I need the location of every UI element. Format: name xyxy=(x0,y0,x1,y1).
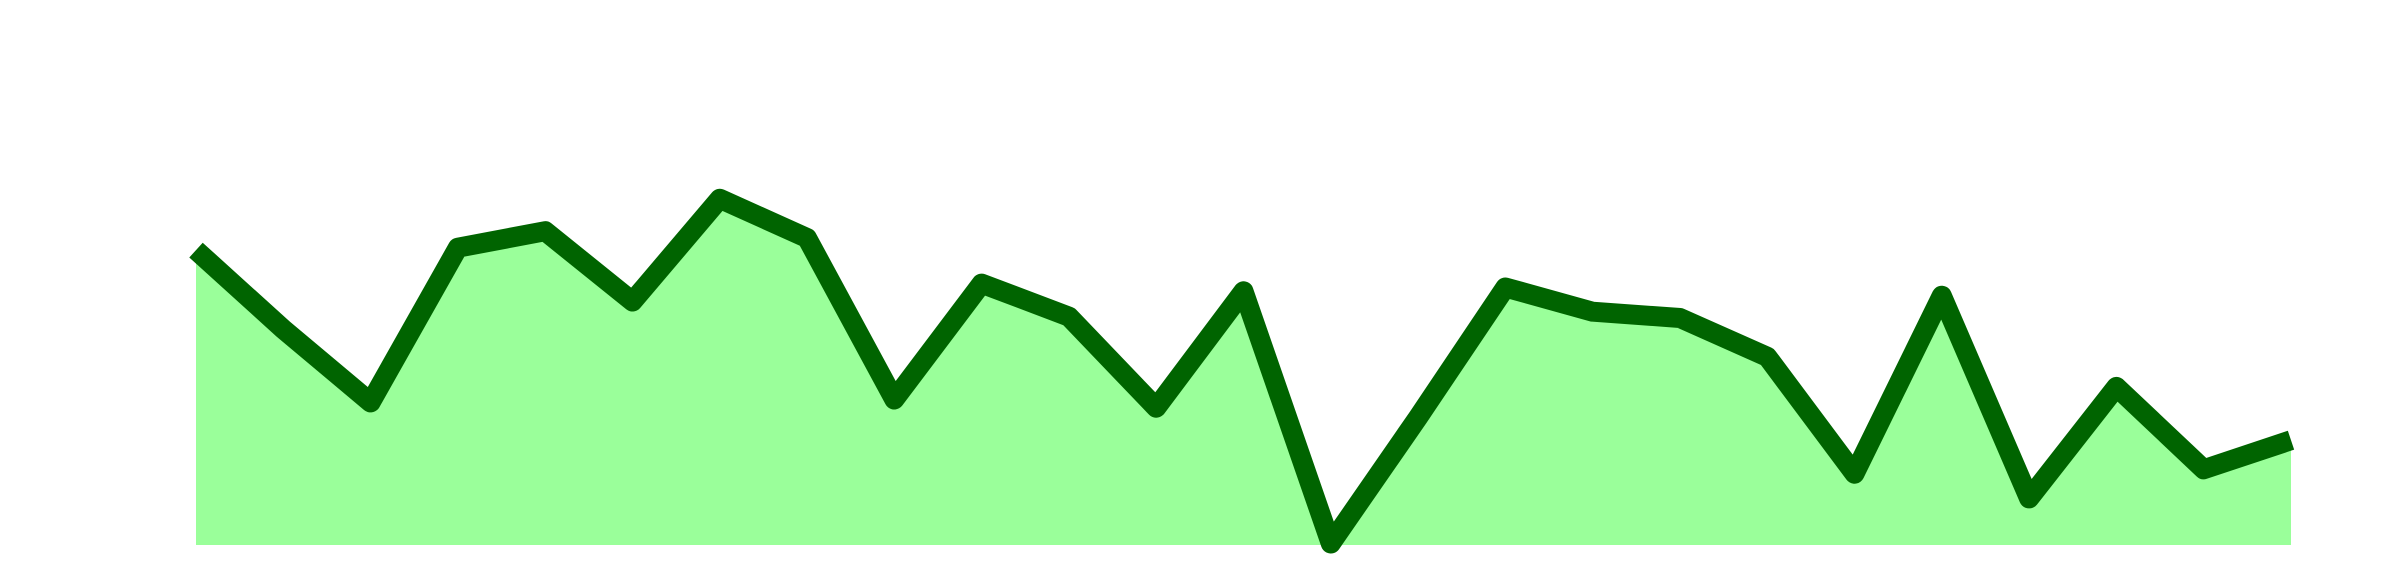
series-area-fill xyxy=(196,198,2291,545)
data-point xyxy=(1671,309,1689,327)
data-point xyxy=(2107,377,2126,396)
data-point xyxy=(710,189,729,208)
plot-area xyxy=(189,188,2295,554)
data-point xyxy=(798,229,816,247)
data-point xyxy=(448,238,467,257)
data-point xyxy=(972,274,991,293)
data-point xyxy=(274,320,293,339)
data-point xyxy=(1758,347,1777,366)
data-point xyxy=(1409,408,1428,427)
data-point xyxy=(361,393,380,412)
data-point xyxy=(1147,398,1166,417)
data-point xyxy=(1496,278,1515,297)
data-point xyxy=(1234,282,1253,301)
data-point xyxy=(2194,460,2213,479)
data-point xyxy=(1321,534,1340,553)
data-point xyxy=(1932,286,1951,305)
data-point xyxy=(1583,302,1602,321)
data-point xyxy=(1059,307,1078,326)
data-point xyxy=(2020,489,2039,508)
data-point xyxy=(623,292,642,311)
data-point xyxy=(885,390,904,409)
data-point xyxy=(1845,464,1864,483)
data-point xyxy=(536,222,555,241)
